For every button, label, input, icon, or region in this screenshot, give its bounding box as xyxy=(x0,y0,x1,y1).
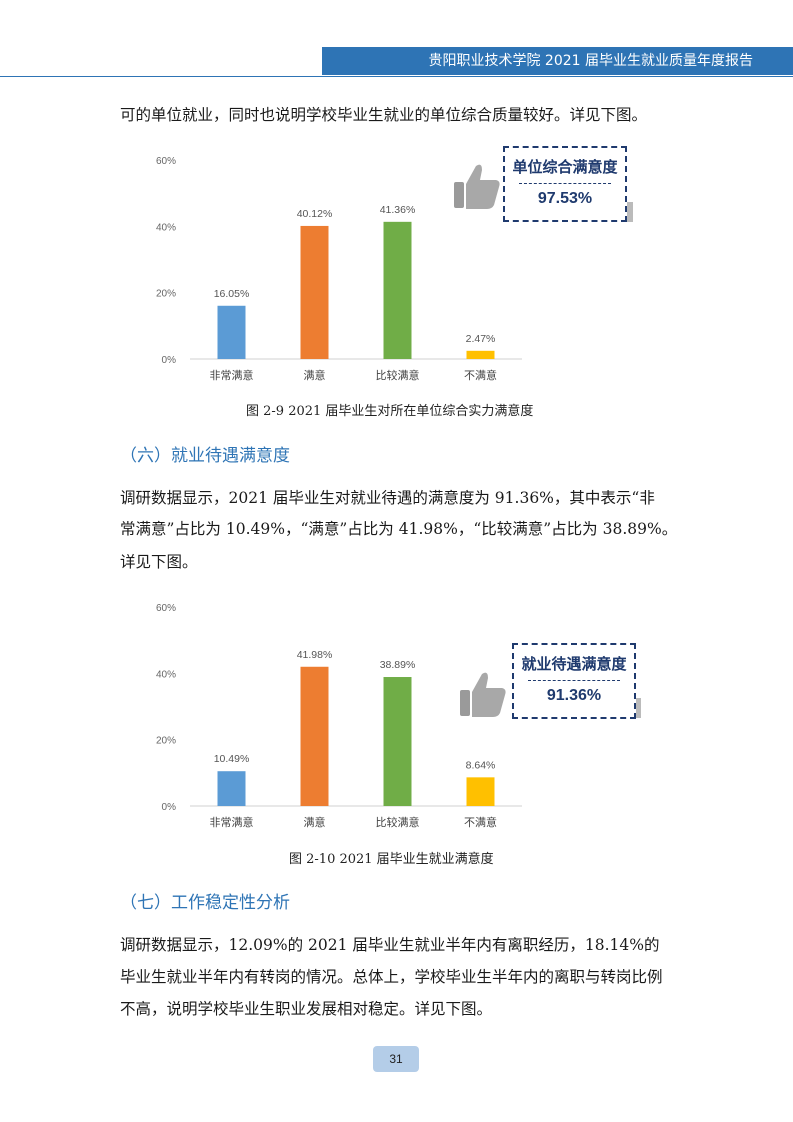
figure-caption: 图 2-10 2021 届毕业生就业满意度 xyxy=(289,852,494,867)
intro-paragraph: 可的单位就业，同时也说明学校毕业生就业的单位综合质量较好。详见下图。 xyxy=(120,106,648,124)
y-tick-label: 60% xyxy=(156,603,176,614)
data-label: 38.89% xyxy=(380,659,416,671)
badge-title: 就业待遇满意度 xyxy=(521,655,627,673)
x-tick-label: 非常满意 xyxy=(210,815,254,829)
section6-line3: 详见下图。 xyxy=(120,553,198,571)
report-header: 贵阳职业技术学院 2021 届毕业生就业质量年度报告 xyxy=(322,47,793,75)
unit-satisfaction-badge: 单位综合满意度 97.53% xyxy=(503,146,627,222)
page-number: 31 xyxy=(373,1046,419,1072)
x-tick-label: 比较满意 xyxy=(376,368,420,382)
x-tick-label: 不满意 xyxy=(464,368,497,382)
section7-line2: 毕业生就业半年内有转岗的情况。总体上，学校毕业生半年内的离职与转岗比例 xyxy=(120,968,663,986)
header-rule xyxy=(0,76,793,77)
x-tick-label: 满意 xyxy=(304,368,326,382)
thumbs-up-icon xyxy=(454,164,500,209)
x-tick-label: 非常满意 xyxy=(210,368,254,382)
badge-shadow xyxy=(633,698,641,718)
section7-line1: 调研数据显示，12.09%的 2021 届毕业生就业半年内有离职经历，18.14… xyxy=(120,936,660,954)
section7-line3: 不高，说明学校毕业生职业发展相对稳定。详见下图。 xyxy=(120,1000,493,1018)
data-label: 41.98% xyxy=(297,649,333,661)
bar xyxy=(383,677,412,806)
data-label: 8.64% xyxy=(466,759,496,771)
data-label: 2.47% xyxy=(466,333,496,345)
x-tick-label: 比较满意 xyxy=(376,815,420,829)
badge-divider xyxy=(519,183,611,184)
y-tick-label: 20% xyxy=(156,736,176,747)
y-tick-label: 40% xyxy=(156,222,176,233)
badge-title: 单位综合满意度 xyxy=(512,158,618,176)
data-label: 10.49% xyxy=(214,753,250,765)
x-tick-label: 不满意 xyxy=(464,815,497,829)
section-heading: （七）工作稳定性分析 xyxy=(120,893,290,913)
badge-value: 97.53% xyxy=(537,190,593,207)
section-heading: （六）就业待遇满意度 xyxy=(120,446,290,466)
bar xyxy=(217,305,246,359)
x-tick-label: 满意 xyxy=(304,815,326,829)
badge-shadow xyxy=(625,202,633,222)
badge-value: 91.36% xyxy=(546,687,602,704)
bar xyxy=(383,221,412,359)
bar xyxy=(300,225,329,359)
report-title: 贵阳职业技术学院 2021 届毕业生就业质量年度报告 xyxy=(428,53,753,69)
chart-salary-satisfaction: 0% 20% 40% 60% 10.49% 非常满意 41.98% 满意 38.89% 比较满意 8… xyxy=(156,603,522,829)
thumbs-up-icon xyxy=(460,672,506,717)
figure-caption: 图 2-9 2021 届毕业生对所在单位综合实力满意度 xyxy=(246,404,534,419)
chart-unit-satisfaction: 0% 20% 40% 60% 16.05% 非常满意 40.12% 满意 41.36% 比较满意 2… xyxy=(156,156,522,382)
bar xyxy=(217,771,246,806)
bar xyxy=(466,777,495,806)
y-tick-label: 0% xyxy=(162,802,177,813)
data-label: 40.12% xyxy=(297,208,333,220)
salary-satisfaction-badge: 就业待遇满意度 91.36% xyxy=(512,643,636,719)
bar xyxy=(300,666,329,806)
section6-line2: 常满意”占比为 10.49%，“满意”占比为 41.98%，“比较满意”占比为 … xyxy=(120,520,678,538)
y-tick-label: 40% xyxy=(156,669,176,680)
y-tick-label: 60% xyxy=(156,156,176,167)
bar xyxy=(466,350,495,359)
data-label: 41.36% xyxy=(380,204,416,216)
section6-line1: 调研数据显示，2021 届毕业生对就业待遇的满意度为 91.36%，其中表示“非 xyxy=(120,489,655,507)
data-label: 16.05% xyxy=(214,288,250,300)
y-tick-label: 0% xyxy=(162,355,177,366)
badge-divider xyxy=(528,680,620,681)
y-tick-label: 20% xyxy=(156,289,176,300)
